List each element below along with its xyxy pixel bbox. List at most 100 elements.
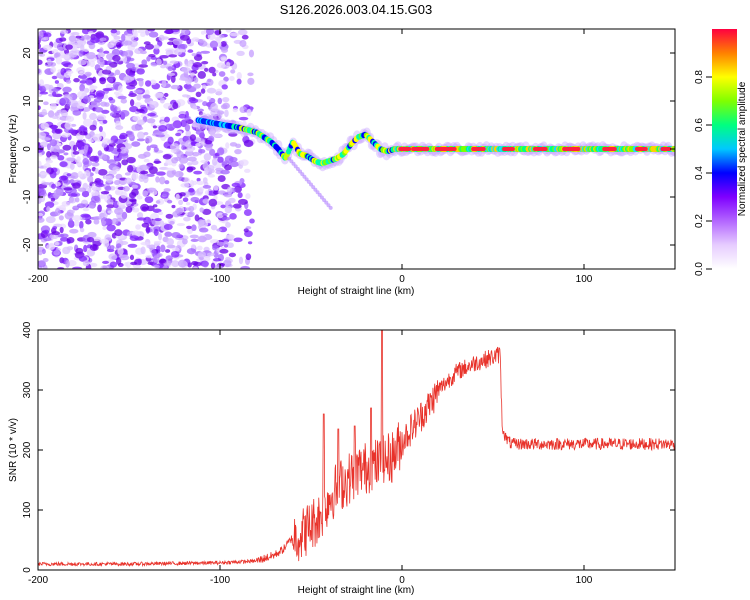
spectrogram-cell [216,62,226,69]
spectrogram-cell [232,107,238,113]
spectrogram-cell [165,249,171,253]
spectrogram-cell [181,29,190,36]
spectrogram-cell [52,226,58,230]
spectrogram-cell [213,190,220,195]
spectrogram-cell [84,169,91,178]
spectrogram-cell [114,229,123,237]
spectrogram-cell [193,83,201,89]
spectrogram-y-tick-label: 10 [22,95,33,107]
snr-x-ticks: -200 -100 0 100 [28,330,593,586]
spectrogram-cell [171,204,176,209]
spectrogram-cell [249,218,255,224]
spectrogram-cell [217,110,225,115]
spectrogram-cell [109,112,117,117]
spectrogram-cell [66,157,76,162]
spectrogram-cell [226,61,231,68]
spectrogram-cell [169,143,180,151]
spectrogram-cell [94,64,101,71]
spectrogram-cell [68,218,74,226]
spectrogram-cell [180,119,187,128]
spectrogram-cell [223,259,232,268]
spectrogram-cell [155,200,161,204]
spectrogram-cell [55,56,63,65]
spectrogram-cell [191,123,200,128]
spectrogram-cell [46,206,51,212]
spectrogram-cell [76,102,86,109]
spectrogram-cell [198,148,206,154]
spectrogram-cell [129,91,134,96]
spectrogram-cell [230,69,236,74]
spectrogram-cell [140,241,151,246]
spectrogram-cell [86,236,95,243]
spectrogram-cell [196,180,205,186]
spectrogram-cell [172,38,183,46]
spectrogram-cell [97,204,102,213]
spectrogram-cell [87,205,95,209]
spectrogram-cell [60,29,69,34]
spectrogram-cell [153,240,162,244]
spectrogram-cell [192,105,198,110]
spectrogram-cell [228,156,238,163]
spectrogram-cell [154,92,164,99]
spectrogram-cell [93,97,103,103]
spectrogram-cell [196,245,203,251]
spectrogram-cell [89,85,98,90]
spectrogram-cell [132,116,141,121]
spectrogram-cell [117,95,127,100]
spectrogram-cell [140,246,146,255]
spectrogram-cell [100,191,110,195]
spectrogram-cell [129,235,140,242]
spectrogram-cell [216,212,224,219]
spectrogram-cell [240,265,251,269]
spectrogram-cell [87,231,97,239]
spectrogram-cell [144,80,152,87]
spectrogram-cell [144,196,154,204]
spectrogram-cell [141,222,150,228]
spectrogram-cell [153,228,159,237]
spectrogram-cell [106,199,114,205]
spectrogram-cell [85,79,93,86]
spectrogram-cell [151,249,157,257]
spectrogram-cell [97,168,108,176]
spectrogram-cell [208,66,216,74]
spectrogram-y-ticks: -20 -10 0 10 20 [22,47,675,252]
spectrogram-x-label: Height of straight line (km) [298,286,415,297]
spectrogram-cell [99,77,107,85]
snr-y-tick-label: 200 [22,441,33,458]
spectrogram-cell [190,238,199,243]
spectrogram-cell [136,68,145,75]
spectrogram-cell [187,60,193,68]
spectrogram-cell [101,220,107,226]
spectrogram-cell [178,156,189,164]
spectrogram-cell [56,109,66,114]
spectrogram-cell [106,224,116,232]
spectrogram-cell [101,109,110,114]
spectrogram-cell [171,29,180,33]
spectrogram-cell [65,259,70,268]
spectrogram-cell [243,209,252,217]
spectrogram-cell [220,40,227,47]
spectrogram-cell [40,122,49,130]
spectrogram-cell [241,34,249,40]
spectrogram-cell [211,157,218,166]
spectrogram-cell [233,237,243,243]
spectrogram-cell [64,122,72,130]
spectrogram-cell [126,164,134,173]
spectrogram-cell [51,144,60,153]
spectrogram-cell [38,42,41,50]
spectrogram-cell [38,160,42,168]
spectrogram-cell [237,198,248,205]
spectrogram-cell [175,207,184,215]
spectrogram-cell [105,66,113,71]
spectrogram-cell [152,208,162,213]
spectrogram-cell [59,175,69,181]
colorbar-tick-label: 0.4 [694,166,705,180]
spectrogram-cell [97,57,105,65]
spectrogram-cell [76,66,85,74]
spectrogram-cell [46,243,56,251]
spectrogram-cell [188,211,195,217]
spectrogram-cell [220,204,226,209]
spectrogram-cell [59,37,67,42]
spectrogram-cell [82,118,93,127]
spectrogram-cell [125,33,135,42]
